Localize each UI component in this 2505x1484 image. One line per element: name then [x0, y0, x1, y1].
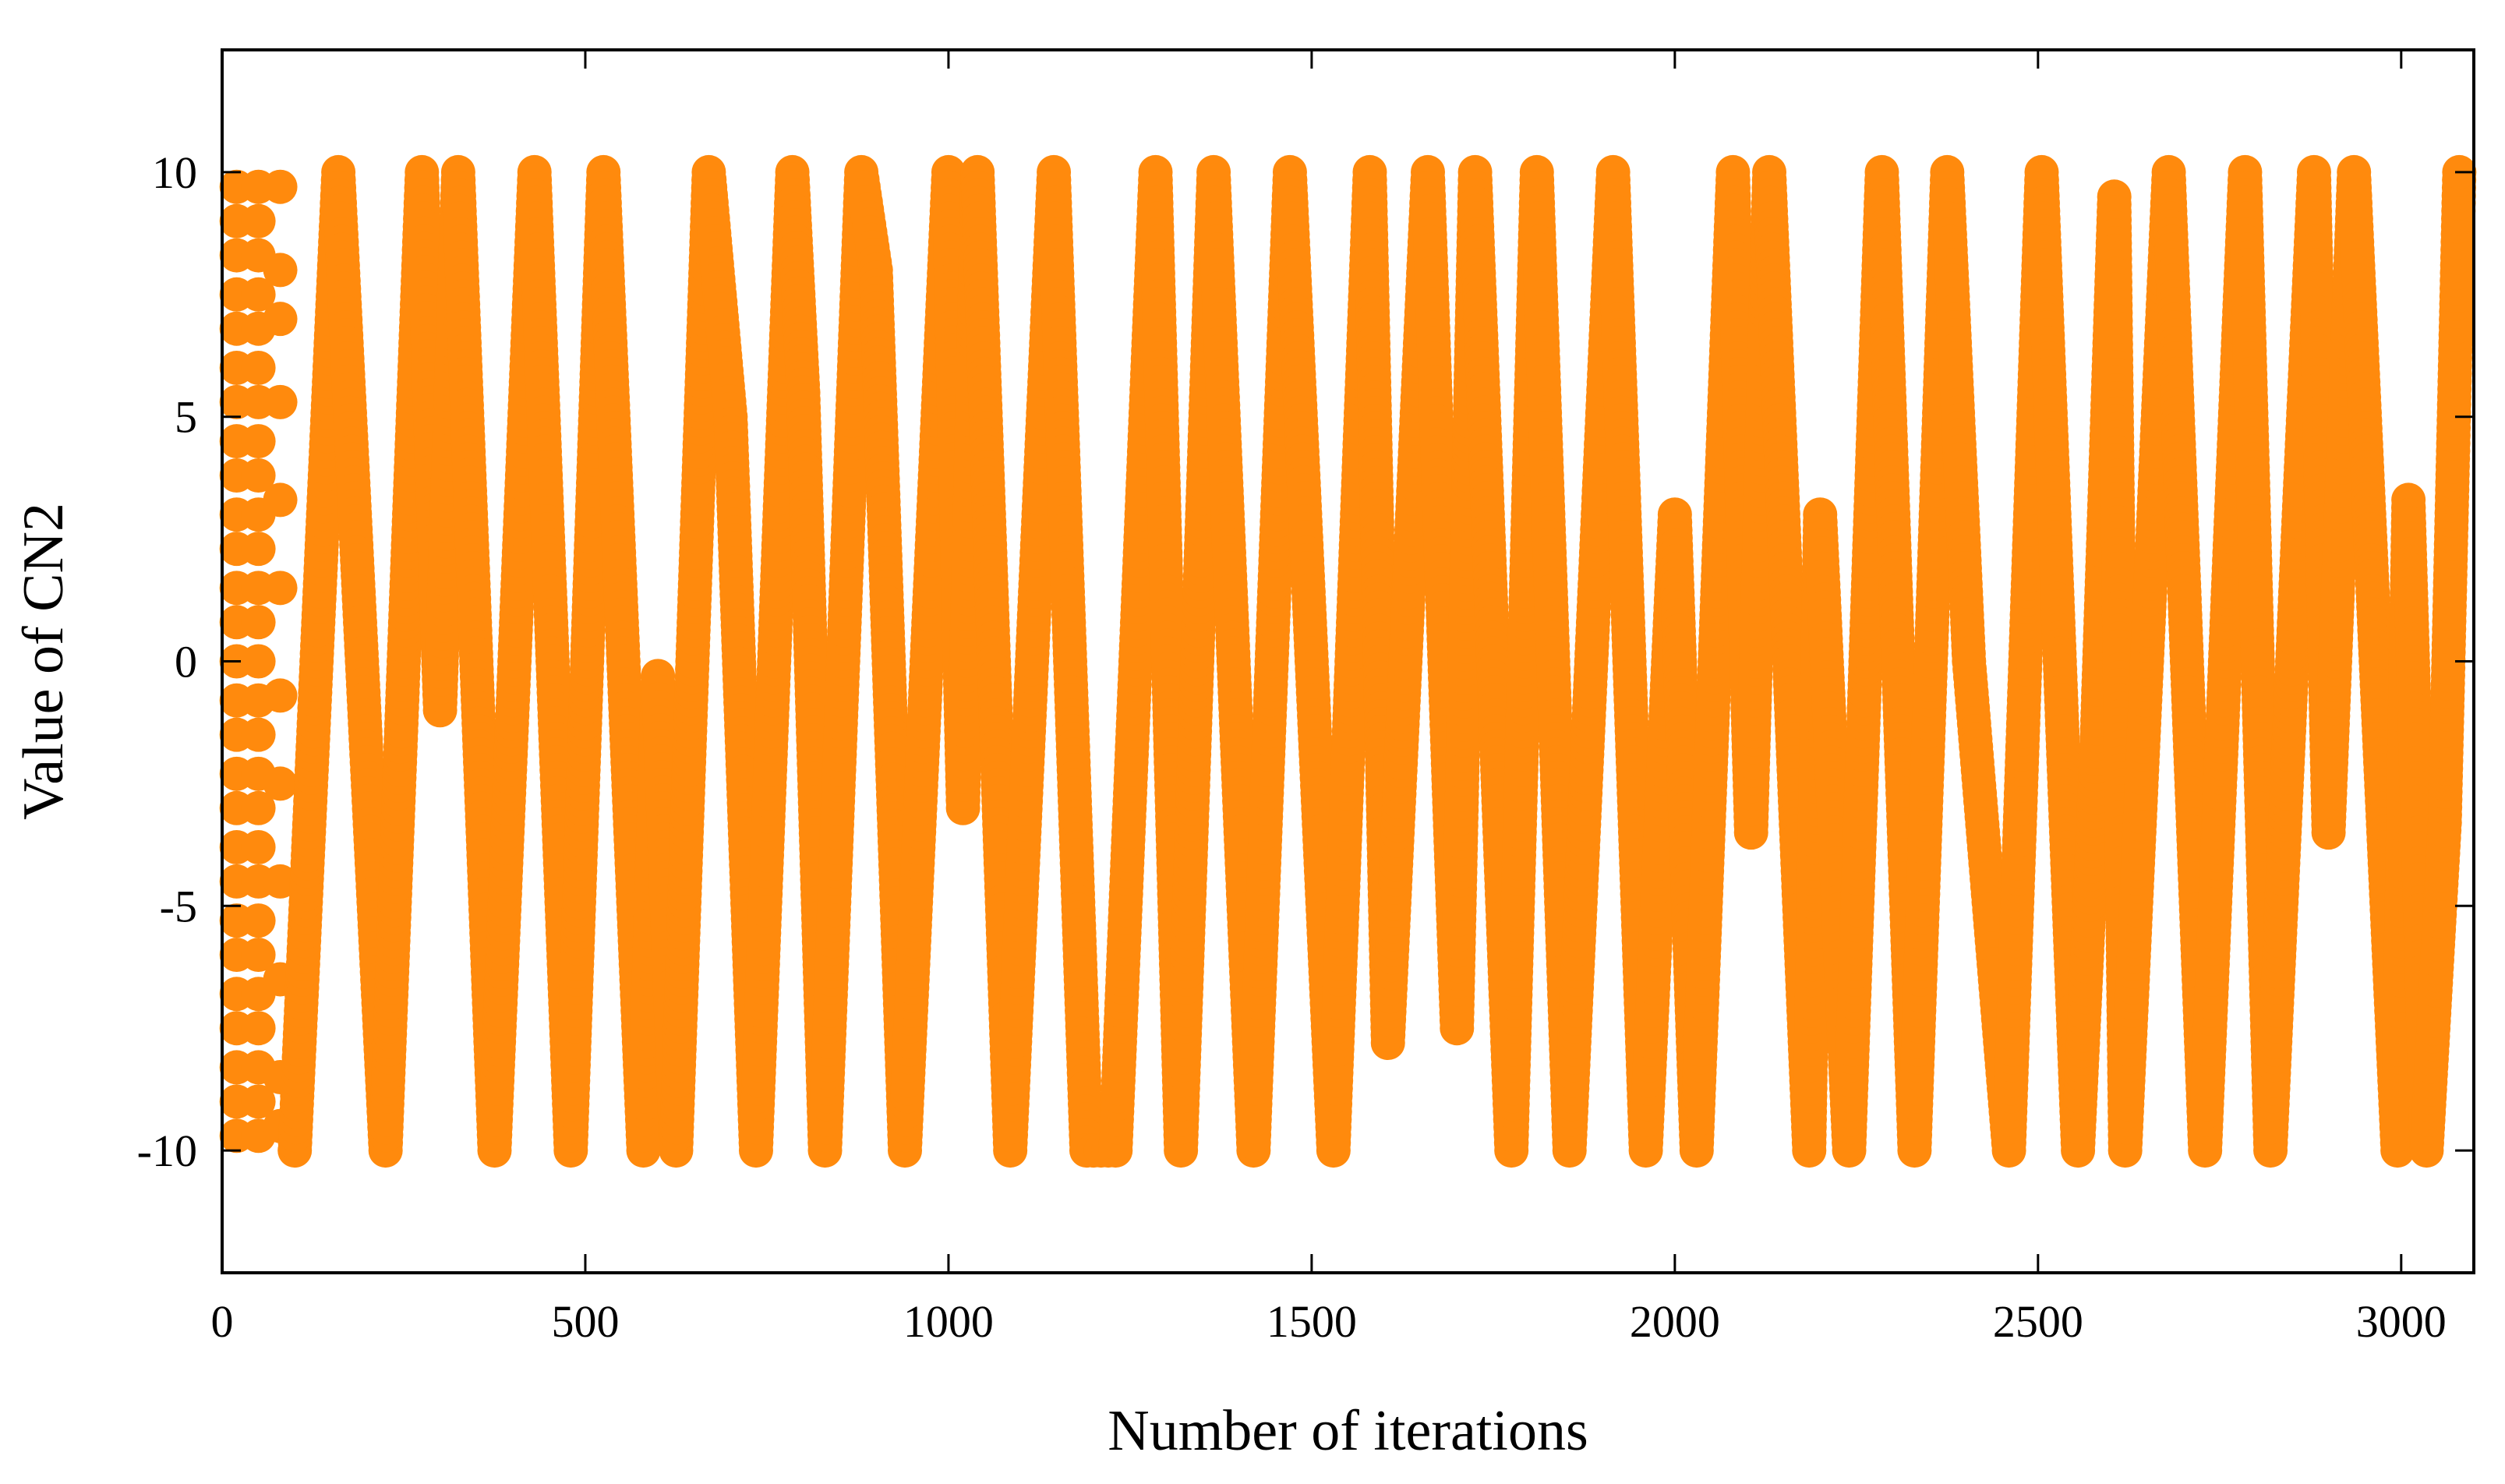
- data-point: [241, 424, 276, 459]
- data-point: [263, 766, 298, 801]
- data-point: [241, 717, 276, 752]
- data-point: [241, 532, 276, 567]
- data-point: [263, 169, 298, 204]
- data-point: [241, 605, 276, 640]
- data-point: [241, 1084, 276, 1119]
- data-point: [263, 571, 298, 606]
- data-point: [241, 1011, 276, 1046]
- data-point: [263, 864, 298, 899]
- data-point: [241, 938, 276, 973]
- data-point: [263, 253, 298, 288]
- data-point: [241, 644, 276, 679]
- data-point: [263, 384, 298, 419]
- data-point: [241, 790, 276, 825]
- data-point: [263, 482, 298, 518]
- data-point: [241, 350, 276, 385]
- data-point: [263, 302, 298, 337]
- data-point: [241, 829, 276, 864]
- data-point: [241, 203, 276, 238]
- data-point: [241, 903, 276, 938]
- data-point: [263, 678, 298, 713]
- data-point: [241, 277, 276, 312]
- data-point: [241, 458, 276, 493]
- markers: [219, 154, 2477, 1168]
